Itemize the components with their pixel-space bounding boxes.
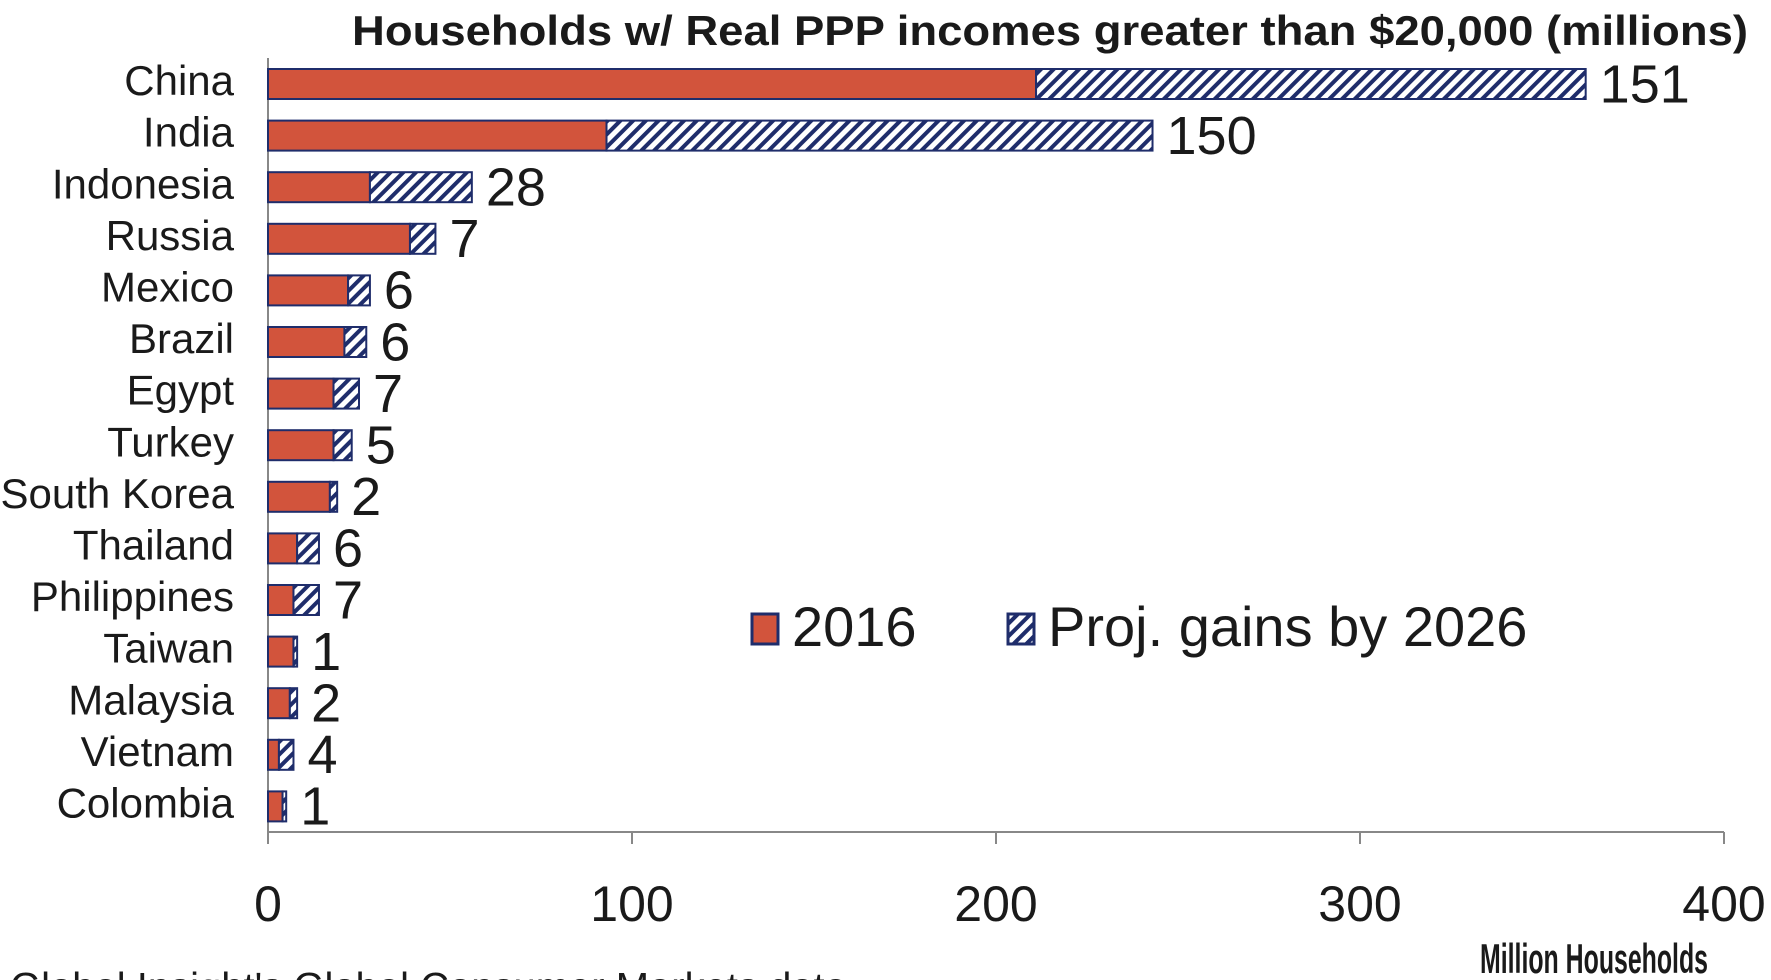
data-label: 151 [1600,54,1690,114]
bar-segment [277,738,295,771]
bar-segment [267,687,291,720]
bar-segment [292,584,320,616]
bar-segment [296,532,320,565]
category-label: Thailand [73,521,234,568]
bar-segment [267,635,295,668]
bar-segment [267,171,371,204]
category-label: Colombia [57,779,235,826]
data-label: 6 [333,519,363,579]
bar-segment [267,274,350,307]
category-label: Russia [106,212,235,259]
bar-segment [332,429,353,462]
legend-label: Proj. gains by 2026 [1048,595,1527,658]
category-label: Brazil [129,315,234,362]
bar-segment [267,738,280,771]
x-axis-title: Million Households [1480,935,1708,980]
x-tick-label: 0 [254,876,282,932]
legend-swatch [750,612,780,646]
bar-segment [605,119,1154,152]
bar-segment [347,274,371,307]
data-label: 7 [333,570,363,630]
x-tick-label: 100 [590,876,673,932]
bar-segment [267,532,299,565]
bar-segment [267,429,335,462]
x-tick-label: 300 [1318,876,1401,932]
data-label: 2 [311,673,341,733]
bar-segment [267,480,331,513]
bar-segment [332,377,360,410]
data-label: 4 [307,725,337,785]
category-label: Indonesia [52,160,235,207]
category-label: Egypt [127,367,235,414]
bar-segment [267,377,335,410]
bar-segment [267,222,411,255]
category-label: Turkey [107,418,234,465]
data-label: 2 [351,467,381,527]
category-label: Vietnam [81,728,234,775]
bar-segment [267,584,295,616]
bar-segment [343,326,368,358]
category-label: South Korea [0,470,234,517]
category-label: China [124,57,234,104]
bar-segment [267,68,1038,100]
data-label: 6 [380,312,410,372]
legend-swatch [1006,612,1036,646]
category-label: Philippines [31,573,234,620]
bar-segment [267,790,284,823]
data-label: 1 [311,622,341,682]
data-label: 6 [384,261,414,321]
data-label: 1 [300,777,330,837]
category-label: India [143,109,235,156]
bar-segment [328,480,339,513]
data-label: 28 [486,157,546,217]
data-label: 150 [1167,106,1257,166]
bar-segment [267,326,346,358]
data-label: 5 [366,415,396,475]
bar-segment [281,790,288,823]
chart-title: Households w/ Real PPP incomes greater t… [352,7,1748,54]
bar-segment [292,635,299,668]
category-label: Mexico [101,263,234,310]
legend-label: 2016 [792,595,917,658]
source-note: Global Insight's Global Consumer Markets… [10,966,848,980]
bar-segment [368,171,473,204]
bar-segment [1035,68,1587,100]
x-tick-label: 400 [1682,876,1765,932]
category-label: Taiwan [103,625,234,672]
bar-segment [408,222,437,255]
x-tick-label: 200 [954,876,1037,932]
bar-segment [288,687,299,720]
category-label: Malaysia [68,676,234,723]
data-label: 7 [373,364,403,424]
data-label: 7 [449,209,479,269]
bar-segment [267,119,608,152]
